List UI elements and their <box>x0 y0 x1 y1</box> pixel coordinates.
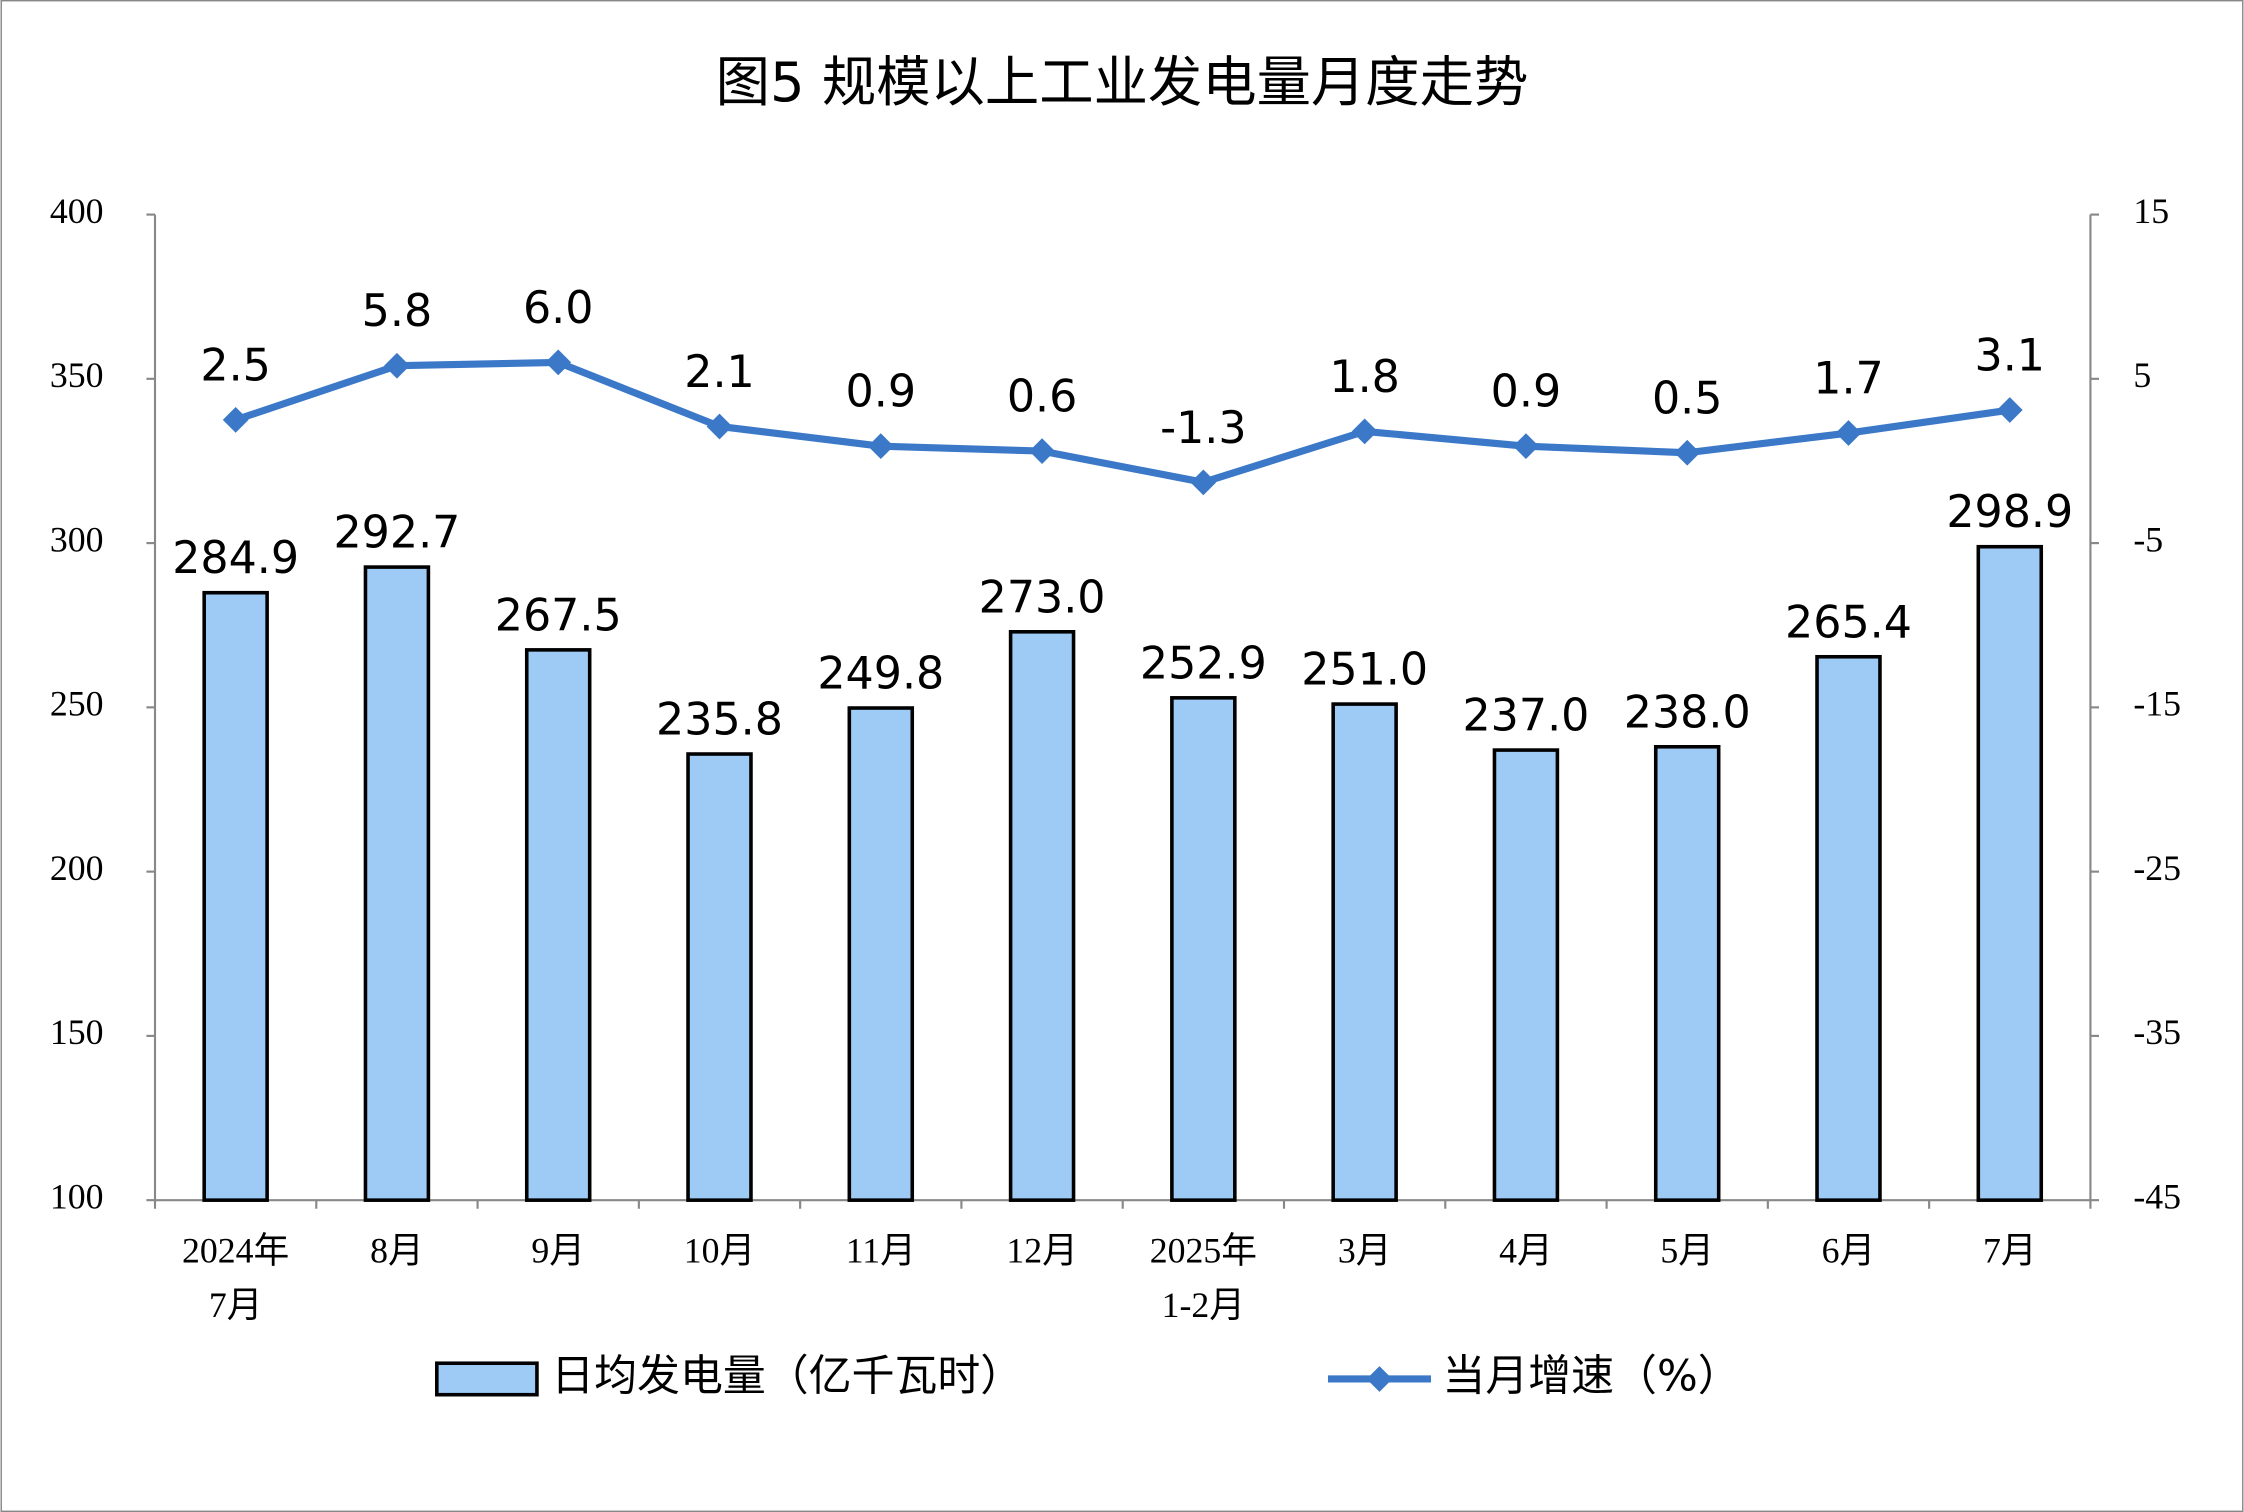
y2-tick-label: -5 <box>2133 519 2163 559</box>
line-marker <box>222 407 249 433</box>
x-tick-label-line: 8月 <box>370 1231 424 1271</box>
line-value-label: 5.8 <box>362 286 433 337</box>
line-marker <box>1351 418 1378 445</box>
x-tick-label-line: 10月 <box>684 1231 756 1271</box>
x-tick-label-line: 3月 <box>1338 1231 1392 1271</box>
line-marker <box>1513 433 1539 460</box>
x-tick-label-line: 6月 <box>1822 1231 1876 1271</box>
bar <box>1653 744 1721 1202</box>
y2-tick-label: -35 <box>2133 1012 2181 1052</box>
y2-tick-label: -15 <box>2133 684 2181 724</box>
line-value-label: 6.0 <box>523 283 594 334</box>
line-value-label: 2.5 <box>200 340 271 391</box>
line-marker <box>1190 469 1217 496</box>
line <box>234 358 2011 486</box>
x-tick-label: 7月 <box>1983 1231 2037 1271</box>
bar <box>363 565 431 1202</box>
x-tick-label-line: 5月 <box>1660 1231 1714 1271</box>
bar-value-label: 237.0 <box>1462 691 1589 742</box>
bar-value-label: 238.0 <box>1624 687 1751 738</box>
line-value-label: 0.5 <box>1652 373 1723 424</box>
legend-swatch <box>435 1361 539 1397</box>
line-marker <box>867 433 894 460</box>
x-tick-label-line: 12月 <box>1006 1231 1078 1271</box>
bar <box>202 590 269 1202</box>
y-tick-label: 350 <box>50 355 104 395</box>
line-value-label: 0.9 <box>1491 367 1561 418</box>
x-tick-label-line: 4月 <box>1499 1231 1553 1271</box>
line-value-label: 0.9 <box>846 367 917 418</box>
x-tick-label: 3月 <box>1338 1231 1392 1271</box>
line-value-label: 1.7 <box>1813 354 1884 405</box>
bar-value-label: 252.9 <box>1140 638 1267 689</box>
x-tick-label-line: 2024年 <box>182 1231 289 1271</box>
bar-value-label: 273.0 <box>979 572 1106 623</box>
bar-value-label: 298.9 <box>1946 487 2073 538</box>
bar-value-label: 284.9 <box>172 533 299 584</box>
x-tick-label-line: 1-2月 <box>1162 1285 1245 1325</box>
bar <box>524 648 592 1202</box>
x-tick-label: 11月 <box>846 1231 916 1271</box>
bar-value-label: 292.7 <box>333 508 460 559</box>
line-marker <box>384 352 410 379</box>
x-tick-label: 8月 <box>370 1231 424 1271</box>
y2-tick-label: -25 <box>2133 848 2181 888</box>
x-tick-label-line: 2025年 <box>1150 1231 1257 1271</box>
x-tick-label: 5月 <box>1660 1231 1714 1271</box>
x-tick-label: 4月 <box>1499 1231 1553 1271</box>
bar-value-label: 249.8 <box>817 649 944 700</box>
line-value-label: 1.8 <box>1329 352 1400 403</box>
bar <box>686 752 753 1202</box>
y2-tick-label: 5 <box>2133 355 2151 395</box>
x-tick-label-line: 11月 <box>846 1231 916 1271</box>
y-tick-label: 250 <box>50 684 104 724</box>
line-value-label: 2.1 <box>684 347 755 398</box>
bar-value-label: 267.5 <box>495 590 622 641</box>
y-tick-label: 150 <box>50 1012 104 1052</box>
x-tick-label: 2024年 7月 <box>182 1231 289 1325</box>
x-tick-label-line: 9月 <box>531 1231 585 1271</box>
y2-tick-label: -45 <box>2133 1176 2181 1216</box>
x-tick-label: 6月 <box>1822 1231 1876 1271</box>
x-tick-label-line: 7月 <box>209 1285 263 1325</box>
line-value-label: -1.3 <box>1160 403 1247 454</box>
y-tick-label: 400 <box>50 191 104 231</box>
bar <box>1331 702 1398 1202</box>
line-value-label: 3.1 <box>1975 331 2045 382</box>
y2-tick-label: 15 <box>2133 191 2169 231</box>
chart-title: 图5 规模以上工业发电量月度走势 <box>716 51 1529 114</box>
bar <box>1976 544 2044 1202</box>
legend-label: 日均发电量（亿千瓦时） <box>551 1351 1023 1401</box>
bar <box>847 706 915 1202</box>
legend-label: 当月增速（%） <box>1442 1351 1740 1401</box>
line-marker <box>1835 420 1862 446</box>
bar <box>1170 696 1237 1202</box>
bar-value-label: 265.4 <box>1785 597 1912 648</box>
x-tick-label: 2025年 1-2月 <box>1150 1231 1257 1325</box>
bar <box>1492 748 1560 1202</box>
y-tick-label: 100 <box>50 1176 104 1216</box>
x-tick-label: 12月 <box>1006 1231 1078 1271</box>
y-tick-label: 200 <box>50 848 104 888</box>
bar-value-label: 235.8 <box>656 695 783 746</box>
bar <box>1008 630 1076 1202</box>
bar <box>1815 654 1882 1202</box>
x-tick-label: 10月 <box>684 1231 756 1271</box>
y-tick-label: 300 <box>50 519 104 559</box>
x-tick-label-line: 7月 <box>1983 1231 2037 1271</box>
x-tick-label: 9月 <box>531 1231 585 1271</box>
bar-value-label: 251.0 <box>1301 645 1428 696</box>
line-value-label: 0.6 <box>1007 372 1078 423</box>
